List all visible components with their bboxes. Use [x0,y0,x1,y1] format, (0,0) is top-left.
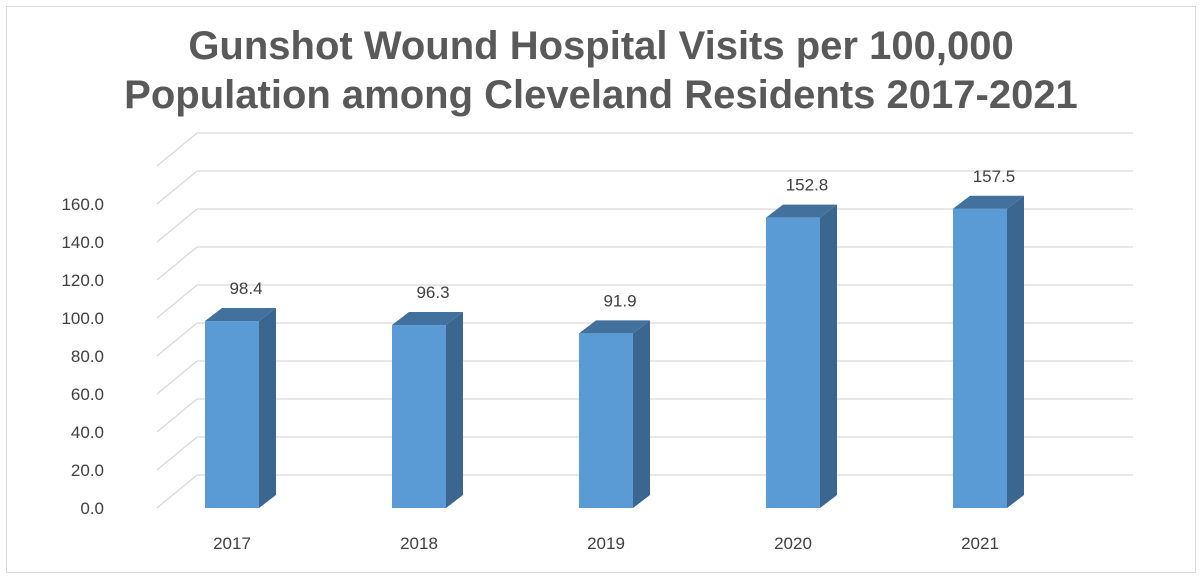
x-tick-label-2021: 2021 [961,534,999,553]
bar-side-2020 [820,204,837,508]
gridline-depth [156,436,198,471]
bar-2020 [766,217,820,508]
y-tick-label: 120.0 [61,271,104,290]
data-label-2018: 96.3 [416,283,449,302]
x-tick-label-2018: 2018 [400,534,438,553]
gridline-depth [156,322,198,357]
gridline-depth [156,360,198,395]
gridline-depth [156,474,198,509]
gridline-depth [156,132,198,167]
bar-side-2018 [446,312,463,508]
bar-top-2020 [766,204,837,218]
bars [205,195,1024,508]
bar-side-2021 [1007,195,1024,508]
bar-side-2019 [633,320,650,508]
y-tick-label: 100.0 [61,309,104,328]
y-tick-label: 160.0 [61,195,104,214]
data-label-2020: 152.8 [786,176,829,195]
y-tick-label: 80.0 [71,347,104,366]
gridline-depth [156,170,198,205]
bar-2019 [579,333,633,508]
bar-2018 [392,325,446,508]
bar-top-2017 [205,308,276,322]
x-tick-label-2017: 2017 [213,534,251,553]
chart-title-line-1: Gunshot Wound Hospital Visits per 100,00… [188,24,1014,68]
data-label-2019: 91.9 [603,291,636,310]
y-tick-label: 60.0 [71,385,104,404]
bar-top-2018 [392,312,463,326]
y-tick-label: 0.0 [80,499,104,518]
y-tick-label: 20.0 [71,461,104,480]
data-label-2021: 157.5 [973,167,1016,186]
chart-title-line-2: Population among Cleveland Residents 201… [124,73,1078,117]
bar-2017 [205,321,259,508]
bar-top-2019 [579,320,650,334]
gridline-depth [156,246,198,281]
data-label-2017: 98.4 [229,279,262,298]
labels: 0.0 20.0 40.0 60.0 80.0 100.0 120.0 140.0 160.0 9… [61,167,1015,553]
chart-title: Gunshot Wound Hospital Visits per 100,00… [0,22,1202,120]
x-tick-label-2020: 2020 [774,534,812,553]
bar-top-2021 [953,195,1024,209]
gridline-depth [156,284,198,319]
bar-2021 [953,208,1007,508]
x-tick-label-2019: 2019 [587,534,625,553]
y-tick-label: 140.0 [61,233,104,252]
bar-side-2017 [259,308,276,508]
y-tick-label: 40.0 [71,423,104,442]
gridline-depth [156,398,198,433]
gridline-depth [156,208,198,243]
